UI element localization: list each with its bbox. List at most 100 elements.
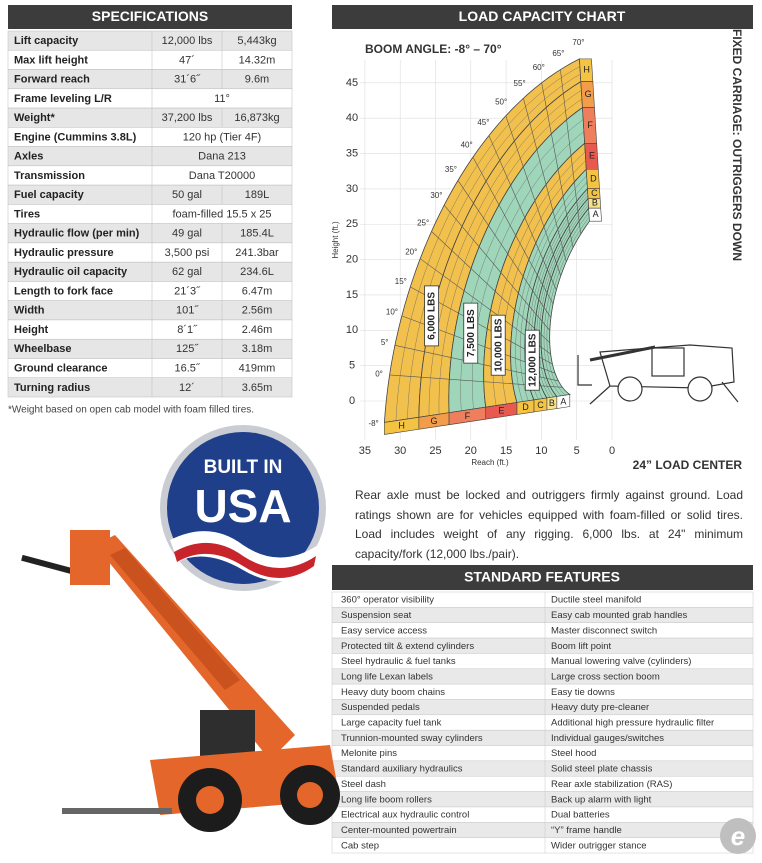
spec-label: Turning radius — [14, 382, 90, 394]
y-tick-label: 0 — [349, 395, 355, 407]
spec-label: Hydraulic pressure — [14, 247, 114, 259]
capacity-box — [490, 314, 506, 376]
feature-item: Protected tilt & extend cylinders — [341, 641, 474, 652]
y-tick-label: 10 — [346, 324, 358, 336]
spec-label: Wheelbase — [14, 343, 71, 355]
feature-row-bg — [331, 837, 754, 854]
feature-item: Suspension seat — [341, 610, 412, 621]
feature-item: Long life boom rollers — [341, 794, 432, 805]
capacity-label: 10,000 LBS — [490, 314, 506, 376]
feature-item: Large capacity fuel tank — [341, 718, 442, 729]
spec-label: Transmission — [14, 170, 85, 182]
feature-item: Manual lowering valve (cylinders) — [551, 656, 691, 667]
spec-value-imperial: 31´6˝ — [174, 74, 201, 86]
boom-angle: BOOM ANGLE: -8° – 70° — [365, 42, 502, 56]
spec-value-imperial: 8´1˝ — [177, 324, 198, 336]
feature-item: “Y” frame handle — [551, 825, 622, 836]
feature-item: Easy tie downs — [551, 687, 615, 698]
spec-value: Dana 213 — [198, 151, 246, 163]
spec-value-imperial: 62 gal — [172, 266, 202, 278]
features-table: 360° operator visibility Ductile steel ma… — [331, 591, 754, 854]
angle-line — [505, 115, 562, 276]
angle-label: 25° — [417, 219, 429, 228]
feature-item: Rear axle stabilization (RAS) — [551, 779, 672, 790]
zone-letter: F — [587, 120, 593, 130]
x-tick-label: 30 — [394, 445, 406, 457]
capacity-label: 6,000 LBS — [424, 285, 439, 347]
angle-line — [488, 135, 557, 291]
angle-label: 70° — [572, 38, 584, 47]
feature-row-bg — [331, 775, 754, 792]
capacity-text: 7,500 LBS — [466, 309, 477, 357]
feature-item: Suspended pedals — [341, 702, 420, 713]
y-tick-label: 40 — [346, 112, 358, 124]
angle-label: 55° — [514, 79, 526, 88]
zone-letter: A — [593, 209, 599, 219]
zone-letter: G — [585, 89, 592, 99]
angle-line — [457, 180, 552, 318]
feature-item: Ductile steel manifold — [551, 595, 641, 606]
spec-value-metric: 2.56m — [242, 305, 273, 317]
badge-top: BUILT IN — [204, 457, 283, 478]
y-tick-label: 25 — [346, 218, 358, 230]
angle-label: 40° — [461, 141, 473, 150]
spec-value: foam-filled 15.5 x 25 — [172, 208, 271, 220]
features-title: STANDARD FEATURES — [464, 569, 620, 585]
feature-item: Master disconnect switch — [551, 625, 657, 636]
spec-value-imperial: 47´ — [179, 54, 195, 66]
feature-item: Steel hydraulic & fuel tanks — [341, 656, 456, 667]
feature-item: Long life Lexan labels — [341, 671, 433, 682]
feature-item: Standard auxiliary hydraulics — [341, 764, 463, 775]
feature-item: Melonite pins — [341, 748, 397, 759]
angle-label: 5° — [381, 338, 389, 347]
capacity-label: 12,000 LBS — [524, 329, 540, 391]
zone-letter: G — [430, 416, 437, 426]
spec-value-imperial: 16.5˝ — [174, 363, 200, 375]
feature-item: Heavy duty boom chains — [341, 687, 445, 698]
angle-label: -8° — [368, 419, 378, 428]
chart-header-bg — [332, 5, 753, 29]
spec-value-imperial: 37,200 lbs — [162, 112, 213, 124]
spec-label: Engine (Cummins 3.8L) — [14, 131, 137, 143]
feature-item: Steel dash — [341, 779, 386, 790]
feature-item: Trunnion-mounted sway cylinders — [341, 733, 483, 744]
feature-item: Additional high pressure hydraulic filte… — [551, 718, 714, 729]
feature-item: Large cross section boom — [551, 671, 660, 682]
spec-footnote: *Weight based on open cab model with foa… — [8, 405, 254, 416]
feature-item: Easy cab mounted grab handles — [551, 610, 688, 621]
machine-drawing — [577, 344, 739, 405]
zone-strip — [556, 394, 571, 409]
spec-label: Frame leveling L/R — [14, 93, 112, 105]
zone-letter: E — [589, 151, 595, 161]
logo: e — [720, 818, 756, 854]
zone-letter: B — [592, 198, 598, 208]
spec-value: 120 hp (Tier 4F) — [183, 131, 261, 143]
angle-label: 15° — [395, 277, 407, 286]
spec-value-metric: 9.6m — [245, 74, 269, 86]
feature-item: Wider outrigger stance — [551, 840, 647, 851]
capacity-label: 7,500 LBS — [463, 302, 479, 364]
feature-item: Individual gauges/switches — [551, 733, 664, 744]
spec-label: Fuel capacity — [14, 189, 85, 201]
y-tick-label: 15 — [346, 289, 358, 301]
y-tick-label: 45 — [346, 77, 358, 89]
zone-letter: D — [590, 173, 597, 183]
capacity-text: 12,000 LBS — [527, 333, 538, 387]
spec-title: SPECIFICATIONS — [92, 8, 208, 24]
zone-letter: A — [560, 396, 566, 406]
spec-label: Weight* — [14, 112, 55, 124]
angle-label: 60° — [533, 63, 545, 72]
feature-item: Heavy duty pre-cleaner — [551, 702, 649, 713]
usa-badge: BUILT IN USA — [160, 425, 326, 591]
spec-table: Lift capacity 12,000 lbs 5,443kg Max lift h… — [7, 30, 293, 398]
spec-value-metric: 419mm — [239, 363, 276, 375]
spec-label: Max lift height — [14, 54, 88, 66]
y-tick-label: 30 — [346, 183, 358, 195]
angle-label: 30° — [430, 191, 442, 200]
spec-value-metric: 5,443kg — [237, 35, 276, 47]
y-tick-label: 20 — [346, 254, 358, 266]
spec-label: Hydraulic flow (per min) — [14, 228, 140, 240]
angle-label: 65° — [552, 49, 564, 58]
spec-label: Axles — [14, 151, 43, 163]
